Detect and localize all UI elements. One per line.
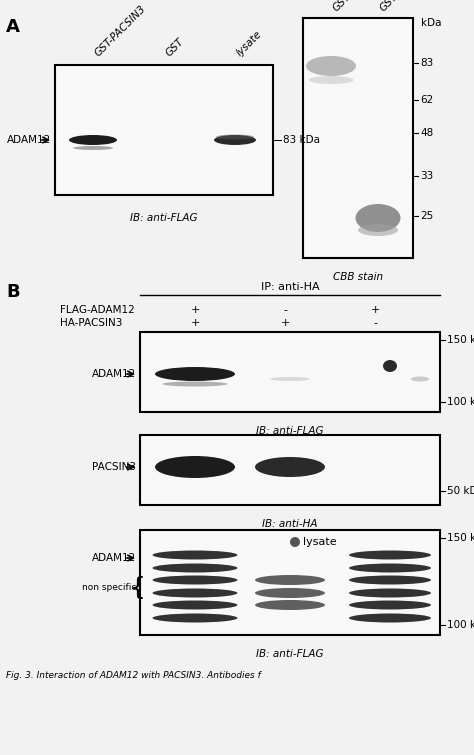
Text: IB: anti-FLAG: IB: anti-FLAG bbox=[130, 213, 198, 223]
Ellipse shape bbox=[290, 537, 300, 547]
Text: IB: anti-FLAG: IB: anti-FLAG bbox=[256, 649, 324, 659]
Text: 100 kDa: 100 kDa bbox=[447, 397, 474, 407]
Ellipse shape bbox=[153, 550, 237, 559]
Ellipse shape bbox=[153, 614, 237, 623]
Ellipse shape bbox=[383, 360, 397, 372]
Text: ADAM12: ADAM12 bbox=[7, 135, 51, 145]
Text: HA-PACSIN3: HA-PACSIN3 bbox=[60, 318, 122, 328]
Text: +: + bbox=[280, 318, 290, 328]
Text: 100 kDa: 100 kDa bbox=[447, 620, 474, 630]
Ellipse shape bbox=[349, 550, 431, 559]
Ellipse shape bbox=[255, 575, 325, 585]
Ellipse shape bbox=[214, 135, 256, 145]
Text: ADAM12: ADAM12 bbox=[92, 553, 136, 563]
Ellipse shape bbox=[349, 563, 431, 572]
Ellipse shape bbox=[255, 457, 325, 477]
Ellipse shape bbox=[270, 377, 310, 381]
Text: +: + bbox=[370, 305, 380, 315]
Bar bbox=[140, 435, 440, 505]
Text: {: { bbox=[130, 576, 146, 600]
Text: CBB stain: CBB stain bbox=[333, 272, 383, 282]
Ellipse shape bbox=[356, 204, 401, 232]
Ellipse shape bbox=[255, 600, 325, 610]
Bar bbox=[140, 530, 440, 635]
Ellipse shape bbox=[155, 367, 235, 381]
Ellipse shape bbox=[73, 146, 113, 150]
Ellipse shape bbox=[153, 575, 237, 584]
Text: 62: 62 bbox=[420, 95, 433, 105]
Ellipse shape bbox=[411, 377, 429, 381]
Text: -: - bbox=[373, 318, 377, 328]
Text: GST: GST bbox=[164, 36, 186, 58]
Text: ADAM12: ADAM12 bbox=[92, 369, 136, 379]
Text: IP: anti-HA: IP: anti-HA bbox=[261, 282, 319, 292]
Ellipse shape bbox=[306, 56, 356, 76]
Ellipse shape bbox=[349, 600, 431, 609]
Ellipse shape bbox=[153, 600, 237, 609]
Text: 25: 25 bbox=[420, 211, 433, 221]
Text: PACSIN3: PACSIN3 bbox=[92, 462, 136, 472]
Ellipse shape bbox=[349, 614, 431, 623]
Text: IB: anti-HA: IB: anti-HA bbox=[262, 519, 318, 529]
Ellipse shape bbox=[163, 381, 228, 387]
Bar bbox=[303, 18, 413, 258]
Ellipse shape bbox=[349, 575, 431, 584]
Bar bbox=[55, 65, 273, 195]
Text: FLAG-ADAM12: FLAG-ADAM12 bbox=[60, 305, 135, 315]
Text: 83 kDa: 83 kDa bbox=[283, 135, 320, 145]
Text: A: A bbox=[6, 18, 20, 36]
Ellipse shape bbox=[255, 588, 325, 598]
Bar bbox=[140, 332, 440, 412]
Text: +: + bbox=[191, 318, 200, 328]
Text: 50 kDa: 50 kDa bbox=[447, 486, 474, 496]
Text: IB: anti-FLAG: IB: anti-FLAG bbox=[256, 426, 324, 436]
Text: 48: 48 bbox=[420, 128, 433, 138]
Ellipse shape bbox=[309, 76, 354, 84]
Text: 150 kDa: 150 kDa bbox=[447, 533, 474, 543]
Text: -: - bbox=[283, 305, 287, 315]
Ellipse shape bbox=[153, 563, 237, 572]
Text: +: + bbox=[191, 305, 200, 315]
Text: GST-PACSIN3: GST-PACSIN3 bbox=[331, 0, 386, 13]
Text: GST: GST bbox=[378, 0, 400, 13]
Text: 83: 83 bbox=[420, 58, 433, 68]
Text: 33: 33 bbox=[420, 171, 433, 181]
Text: non specific: non specific bbox=[82, 584, 136, 593]
Text: GST-PACSIN3: GST-PACSIN3 bbox=[93, 3, 148, 58]
Ellipse shape bbox=[69, 135, 117, 145]
Ellipse shape bbox=[155, 456, 235, 478]
Ellipse shape bbox=[349, 588, 431, 597]
Text: B: B bbox=[6, 283, 19, 301]
Ellipse shape bbox=[153, 588, 237, 597]
Text: kDa: kDa bbox=[421, 18, 441, 28]
Ellipse shape bbox=[216, 134, 254, 140]
Ellipse shape bbox=[358, 224, 398, 236]
Text: lysate: lysate bbox=[303, 537, 337, 547]
Text: lysate: lysate bbox=[235, 29, 264, 58]
Text: 150 kDa: 150 kDa bbox=[447, 335, 474, 345]
Text: Fig. 3. Interaction of ADAM12 with PACSIN3. Antibodies f: Fig. 3. Interaction of ADAM12 with PACSI… bbox=[6, 671, 261, 680]
